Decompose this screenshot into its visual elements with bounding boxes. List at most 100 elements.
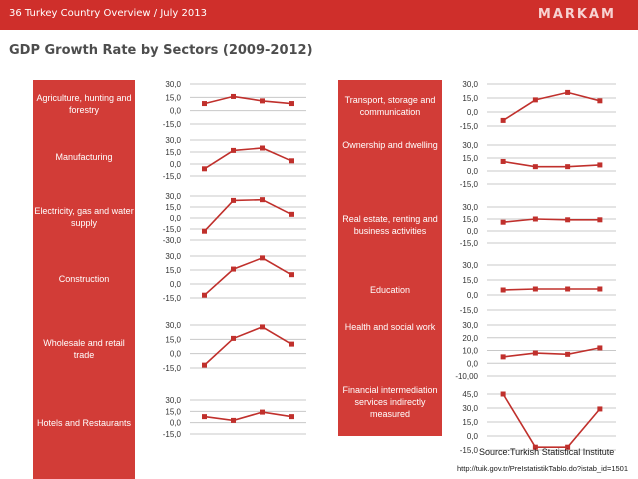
data-point-construction-2012 — [289, 272, 294, 278]
data-point-hotels-2009 — [202, 414, 207, 420]
data-point-manufacturing-2012 — [289, 158, 294, 164]
tick-label-agriculture: 0,0 — [170, 107, 182, 116]
sector-label-wholesale: Wholesale and retail trade — [43, 338, 125, 360]
tick-label-hotels: 15,0 — [165, 407, 181, 416]
data-point-construction-2010 — [231, 266, 236, 272]
data-point-ownership-2011 — [565, 164, 571, 170]
data-point-transport-2009 — [500, 117, 506, 123]
tick-label-wholesale: 0,0 — [170, 350, 182, 359]
data-point-health-2009 — [500, 354, 506, 360]
series-line-education — [503, 288, 600, 291]
tick-label-manufacturing: 0,0 — [170, 160, 182, 169]
tick-label-transport: -15,0 — [460, 122, 479, 131]
data-point-financial-2009 — [500, 391, 506, 397]
series-line-financial — [502, 393, 601, 449]
sector-label-health: Health and social work — [344, 322, 436, 332]
sector-panel-right: Transport, storage and communication Own… — [338, 80, 442, 436]
tick-label-construction: -15,0 — [163, 294, 182, 303]
tick-label-real-estate: 0,0 — [467, 227, 479, 236]
tick-label-construction: 0,0 — [170, 280, 182, 289]
tick-label-transport: 0,0 — [467, 108, 479, 117]
tick-label-education: 30,0 — [462, 261, 478, 270]
data-point-ownership-2010 — [532, 164, 538, 170]
tick-label-ownership: 30,0 — [462, 141, 478, 150]
brand-logo: MARKAM — [537, 7, 616, 22]
data-point-education-2010 — [532, 286, 538, 292]
data-point-transport-2011 — [565, 89, 571, 95]
data-point-agriculture-2012 — [289, 101, 294, 107]
chart-education: 30,0 15,0 0,0 -15,0 — [460, 261, 616, 315]
data-point-education-2012 — [597, 286, 603, 292]
data-point-agriculture-2010 — [231, 93, 236, 99]
chart-wholesale: 30,0 15,0 0,0 -15,0 — [163, 321, 306, 373]
tick-label-construction: 30,0 — [165, 252, 181, 261]
sector-label-hotels: Hotels and Restaurants — [36, 418, 132, 428]
tick-label-ownership: -15,0 — [460, 180, 479, 189]
series-line-transport — [502, 91, 601, 122]
sector-label-manufacturing: Manufacturing — [55, 152, 113, 162]
chart-construction: 30,0 15,0 0,0 -15,0 — [163, 252, 306, 303]
data-point-health-2011 — [565, 351, 571, 357]
data-point-agriculture-2011 — [260, 98, 265, 104]
tick-label-hotels: 30,0 — [165, 396, 181, 405]
tick-label-wholesale: -15,0 — [163, 364, 182, 373]
data-point-real-estate-2010 — [532, 216, 538, 222]
data-point-real-estate-2012 — [597, 217, 603, 223]
tick-label-electricity: -15,0 — [163, 225, 182, 234]
tick-label-transport: 30,0 — [462, 80, 478, 89]
chart-manufacturing: 30,0 15,0 0,0 -15,0 — [163, 136, 306, 181]
sector-label-construction: Construction — [58, 274, 110, 284]
sector-panel-left: Agriculture, hunting and forestry Manufa… — [33, 80, 135, 479]
data-point-transport-2010 — [532, 97, 538, 103]
series-line-agriculture — [204, 95, 292, 105]
data-point-electricity-2009 — [202, 228, 207, 234]
data-point-real-estate-2011 — [565, 217, 571, 223]
chart-hotels: 30,0 15,0 0,0 -15,0 — [163, 396, 306, 439]
sector-label-agriculture: Agriculture, hunting and forestry — [36, 93, 132, 115]
tick-label-hotels: -15,0 — [163, 430, 182, 439]
tick-label-health: 20,0 — [462, 334, 478, 343]
page-title: GDP Growth Rate by Sectors (2009-2012) — [9, 43, 313, 58]
tick-label-wholesale: 15,0 — [165, 335, 181, 344]
data-point-financial-2012 — [597, 406, 603, 412]
series-line-health — [503, 347, 601, 358]
series-line-electricity — [203, 198, 292, 232]
tick-label-education: -15,0 — [460, 306, 479, 315]
data-point-wholesale-2010 — [231, 335, 236, 341]
sector-label-transport: Transport, storage and communication — [344, 95, 436, 117]
tick-label-ownership: 0,0 — [467, 167, 479, 176]
data-point-manufacturing-2009 — [202, 166, 207, 172]
tick-label-manufacturing: 30,0 — [165, 136, 181, 145]
data-point-electricity-2012 — [289, 211, 294, 217]
data-point-wholesale-2011 — [260, 324, 265, 330]
data-point-electricity-2010 — [231, 197, 236, 203]
chart-health: 30,0 20,0 10,0 0,0 -10,00 — [455, 321, 616, 381]
tick-label-health: 0,0 — [467, 359, 479, 368]
data-point-manufacturing-2011 — [260, 145, 265, 151]
data-point-health-2012 — [597, 345, 603, 351]
chart-agriculture: 30,0 15,0 0,0 -15,0 — [163, 80, 306, 129]
series-line-construction — [203, 257, 292, 296]
source-url: http://tuik.gov.tr/PreIstatistikTablo.do… — [457, 464, 629, 473]
chart-financial: 45,0 30,0 15,0 0,0 -15,0 — [460, 390, 616, 455]
tick-label-real-estate: 15,0 — [462, 215, 478, 224]
tick-label-electricity: 15,0 — [165, 203, 181, 212]
tick-label-education: 15,0 — [462, 276, 478, 285]
data-point-wholesale-2009 — [202, 362, 207, 368]
tick-label-transport: 15,0 — [462, 94, 478, 103]
tick-label-health: -10,00 — [455, 372, 478, 381]
tick-label-financial: 45,0 — [462, 390, 478, 399]
data-point-hotels-2012 — [289, 414, 294, 420]
tick-label-electricity: 30,0 — [165, 192, 181, 201]
chart-transport: 30,0 15,0 0,0 -15,0 — [460, 80, 616, 131]
sector-label-financial: Financial intermediation services indire… — [342, 385, 438, 419]
data-point-manufacturing-2010 — [231, 147, 236, 153]
data-point-ownership-2012 — [597, 162, 603, 168]
tick-label-hotels: 0,0 — [170, 419, 182, 428]
tick-label-education: 0,0 — [467, 291, 479, 300]
series-line-wholesale — [203, 326, 292, 366]
data-point-hotels-2010 — [231, 417, 236, 423]
tick-label-real-estate: 30,0 — [462, 203, 478, 212]
tick-label-financial: 0,0 — [467, 432, 479, 441]
